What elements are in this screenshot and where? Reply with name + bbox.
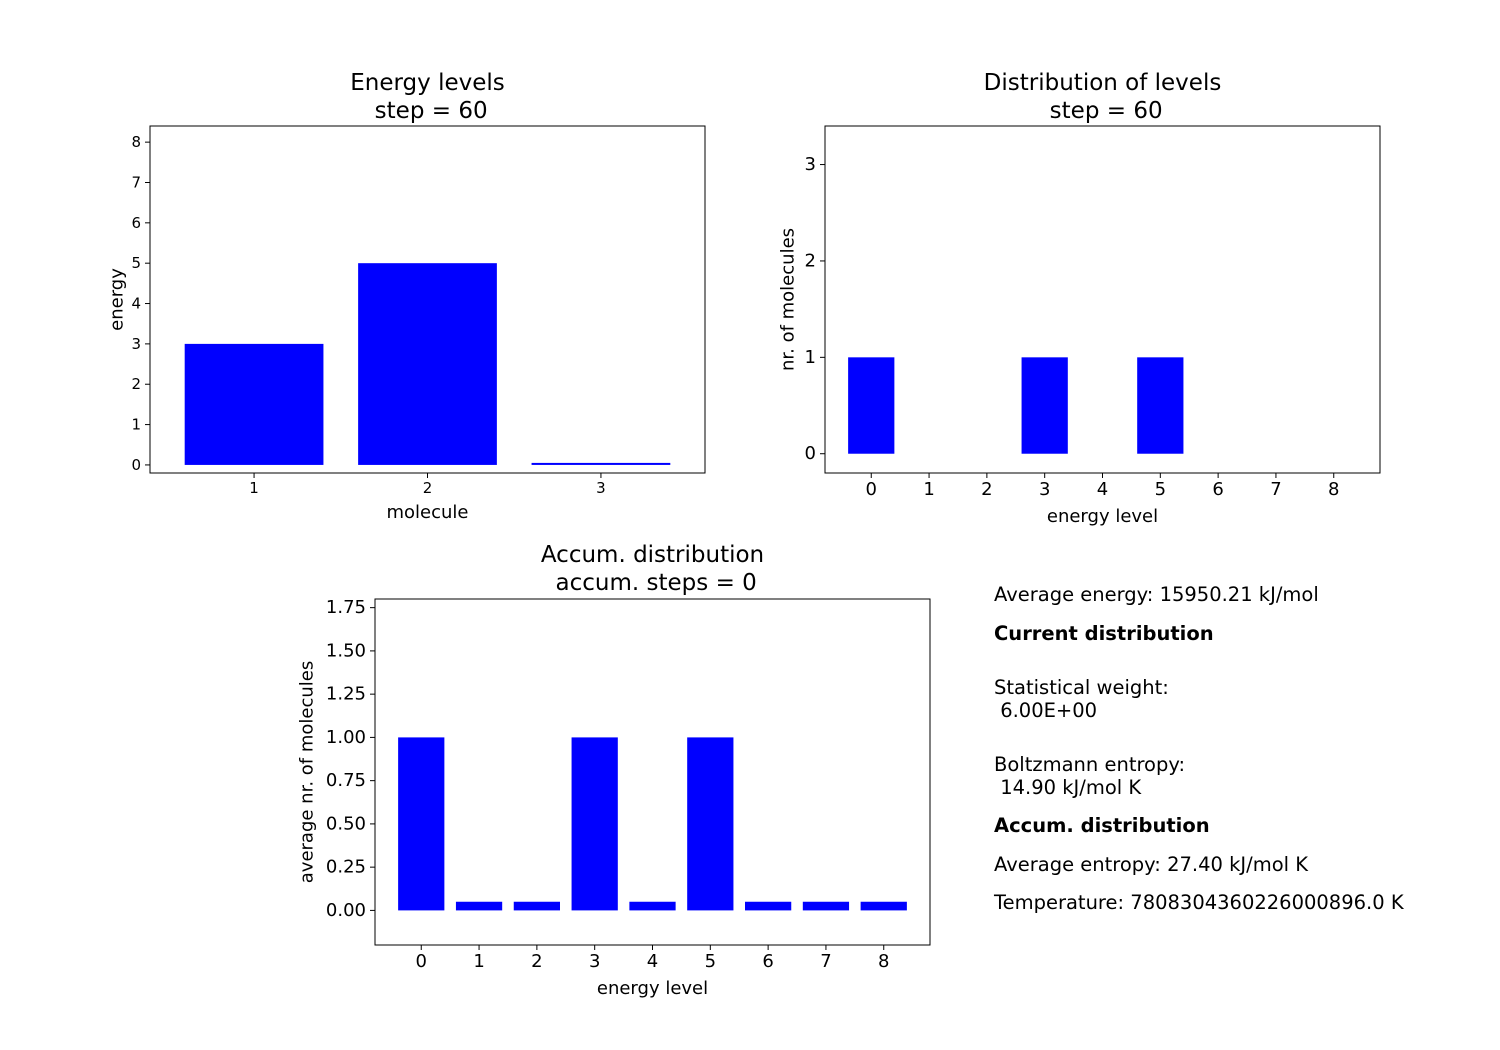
chart3-xtick-label: 5 bbox=[705, 951, 716, 972]
chart1-xtick-label: 1 bbox=[249, 479, 259, 497]
average-entropy-text: Average entropy: 27.40 kJ/mol K bbox=[994, 853, 1309, 876]
chart3-bar-8 bbox=[860, 901, 907, 911]
chart3-ytick-label: 0.25 bbox=[326, 857, 366, 878]
chart3-ylabel: average nr. of molecules bbox=[297, 661, 318, 883]
boltzmann-entropy-text: Boltzmann entropy: 14.90 kJ/mol K bbox=[994, 753, 1186, 799]
chart2-xtick-label: 7 bbox=[1270, 479, 1281, 500]
average-energy-text: Average energy: 15950.21 kJ/mol bbox=[994, 583, 1319, 606]
chart2-xtick-label: 2 bbox=[981, 479, 992, 500]
chart2-xtick-label: 6 bbox=[1212, 479, 1223, 500]
chart2-ylabel: nr. of molecules bbox=[778, 228, 799, 371]
chart1-title-line-1: Energy levels bbox=[350, 70, 505, 96]
chart3-bar-2 bbox=[513, 901, 560, 911]
chart3-xtick-label: 0 bbox=[416, 951, 427, 972]
chart3-ytick-label: 0.50 bbox=[326, 813, 366, 834]
chart1-bar-1 bbox=[184, 343, 324, 465]
chart1-bar-3 bbox=[531, 462, 671, 465]
chart3-ytick-label: 0.00 bbox=[326, 900, 366, 921]
chart2-xtick-label: 4 bbox=[1097, 479, 1108, 500]
chart3-xtick-label: 8 bbox=[878, 951, 889, 972]
chart2-title-line-2: step = 60 bbox=[1042, 98, 1162, 124]
chart2-xtick-label: 3 bbox=[1039, 479, 1050, 500]
chart1-xtick-label: 3 bbox=[596, 479, 606, 497]
chart3-bar-7 bbox=[802, 901, 850, 911]
chart1-ytick-label: 3 bbox=[131, 335, 141, 353]
chart2-title-line-1: Distribution of levels bbox=[984, 70, 1222, 96]
chart1-title-line-2: step = 60 bbox=[367, 98, 487, 124]
chart3-bar-3 bbox=[571, 737, 618, 911]
chart2-ytick-label: 2 bbox=[805, 250, 816, 271]
chart3-frame bbox=[374, 598, 931, 946]
chart1-ytick-label: 1 bbox=[131, 416, 141, 434]
chart2-frame bbox=[824, 125, 1381, 474]
chart3-xtick-label: 2 bbox=[531, 951, 542, 972]
chart1-ytick-label: 2 bbox=[131, 375, 141, 393]
chart1-ytick-label: 5 bbox=[131, 254, 141, 272]
chart1-bar-2 bbox=[358, 263, 497, 465]
chart2-ytick-label: 0 bbox=[805, 443, 816, 464]
chart3-xtick-label: 6 bbox=[762, 951, 773, 972]
chart3-xtick-label: 1 bbox=[473, 951, 484, 972]
temperature-text: Temperature: 7808304360226000896.0 K bbox=[994, 891, 1404, 914]
statistical-weight-text: Statistical weight: 6.00E+00 bbox=[994, 676, 1169, 722]
chart1-ytick-label: 0 bbox=[131, 456, 141, 474]
chart3-ytick-label: 1.25 bbox=[326, 684, 366, 705]
chart2-bar-3 bbox=[1021, 357, 1068, 454]
chart1-ytick-label: 6 bbox=[131, 214, 141, 232]
chart2-ytick-label: 1 bbox=[805, 347, 816, 368]
chart3-xlabel: energy level bbox=[597, 978, 708, 999]
chart3-ytick-label: 1.75 bbox=[326, 597, 366, 618]
chart3-xtick-label: 4 bbox=[647, 951, 658, 972]
chart3-bar-0 bbox=[398, 737, 445, 911]
chart2-xtick-label: 8 bbox=[1328, 479, 1339, 500]
chart3-ytick-label: 1.00 bbox=[326, 727, 366, 748]
chart1-xtick-label: 2 bbox=[423, 479, 433, 497]
chart3-ytick-label: 1.50 bbox=[326, 640, 366, 661]
chart2-bar-5 bbox=[1137, 357, 1184, 454]
chart2-xtick-label: 1 bbox=[923, 479, 934, 500]
chart3-xtick-label: 3 bbox=[589, 951, 600, 972]
chart3-title-line-2: accum. steps = 0 bbox=[548, 570, 757, 596]
chart2-xtick-label: 0 bbox=[866, 479, 877, 500]
accum-distribution-heading: Accum. distribution bbox=[994, 814, 1210, 837]
chart2-xlabel: energy level bbox=[1047, 506, 1158, 527]
chart2-xtick-label: 5 bbox=[1155, 479, 1166, 500]
chart3-bar-5 bbox=[687, 737, 734, 911]
chart1-ytick-label: 7 bbox=[131, 173, 141, 191]
chart3-bar-1 bbox=[455, 901, 503, 911]
chart2-bar-0 bbox=[848, 357, 895, 454]
chart1-ytick-label: 8 bbox=[131, 133, 141, 151]
chart1-xlabel: molecule bbox=[386, 502, 468, 523]
chart3-ytick-label: 0.75 bbox=[326, 770, 366, 791]
chart2-ytick-label: 3 bbox=[805, 154, 816, 175]
chart3-xtick-label: 7 bbox=[820, 951, 831, 972]
chart3-bar-4 bbox=[629, 901, 676, 911]
current-distribution-heading: Current distribution bbox=[994, 622, 1214, 645]
chart1-ytick-label: 4 bbox=[131, 295, 141, 313]
chart1-ylabel: energy bbox=[107, 268, 128, 331]
chart3-bar-6 bbox=[745, 901, 792, 911]
chart3-title-line-1: Accum. distribution bbox=[541, 542, 764, 568]
